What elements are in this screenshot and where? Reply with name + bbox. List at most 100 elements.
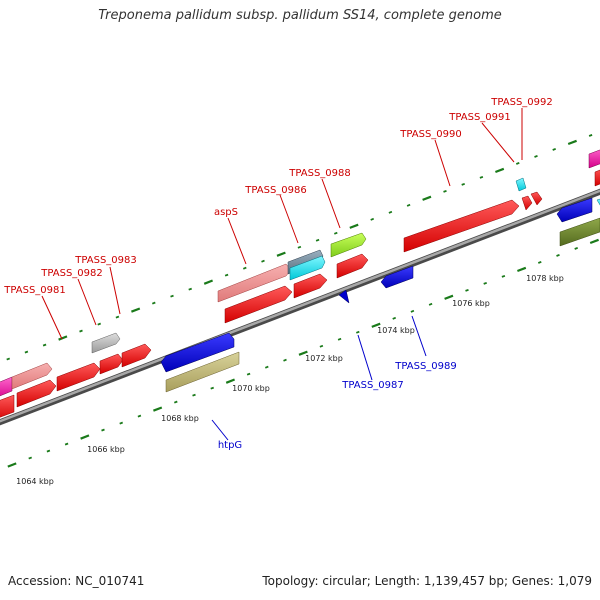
label-leader <box>227 217 247 265</box>
label-leader <box>211 419 229 441</box>
genome-backbone-highlight <box>0 189 600 423</box>
forward-genes-inner <box>0 169 600 418</box>
minor-tick <box>173 400 178 404</box>
label-leader <box>481 122 515 163</box>
label-leader <box>109 266 121 315</box>
gene-arrow <box>289 255 326 281</box>
minor-tick <box>556 253 560 257</box>
label-leader <box>321 178 341 229</box>
gene-arrow <box>0 394 15 418</box>
label-leader <box>411 315 427 357</box>
minor-tick <box>461 182 466 186</box>
label-leader <box>434 139 451 187</box>
minor-tick <box>151 301 156 305</box>
minor-tick <box>574 246 579 250</box>
minor-tick <box>115 315 120 319</box>
minor-tick <box>42 343 47 347</box>
gene-arrow <box>403 199 520 253</box>
minor-tick <box>192 393 196 397</box>
minor-tick <box>188 287 193 291</box>
minor-tick <box>501 274 506 278</box>
minor-tick <box>337 337 342 341</box>
minor-tick <box>410 309 415 313</box>
major-tick <box>131 307 141 313</box>
major-tick <box>495 167 505 174</box>
minor-tick <box>137 414 142 418</box>
minor-tick <box>515 161 520 165</box>
gene-arrow <box>91 332 121 354</box>
kbp-label: 1072 kbp <box>305 354 343 363</box>
minor-tick <box>210 386 215 390</box>
minor-tick <box>64 442 69 446</box>
label-tpass-0986: TPASS_0986 <box>244 185 306 196</box>
minor-tick <box>6 357 11 361</box>
forward-tick-ring <box>6 134 593 361</box>
major-tick <box>58 335 68 341</box>
minor-tick <box>170 294 174 298</box>
label-tpass-0989: TPASS_0989 <box>394 361 456 372</box>
gene-arrow <box>99 353 124 375</box>
gene-arrow <box>330 232 367 258</box>
gene-arrow <box>0 376 13 397</box>
gene-arrow <box>165 351 240 393</box>
gene-arrow <box>336 253 369 279</box>
kbp-label: 1074 kbp <box>377 326 415 335</box>
gene-arrow <box>224 285 293 324</box>
gene-arrow <box>16 379 57 408</box>
minor-tick <box>28 456 33 460</box>
label-asps: aspS <box>214 207 238 218</box>
gene-arrow <box>594 169 600 187</box>
gene-arrow <box>160 332 235 373</box>
gene-arrow <box>11 362 53 390</box>
label-tpass-0990: TPASS_0990 <box>399 129 461 140</box>
major-tick <box>153 406 163 412</box>
reverse-label-layer: htpG TPASS_0987 TPASS_0989 <box>211 315 457 451</box>
gene-arrow <box>521 195 533 211</box>
kbp-label: 1070 kbp <box>232 384 270 393</box>
major-tick <box>80 434 90 440</box>
minor-tick <box>479 175 484 179</box>
genome-stats-text: Topology: circular; Length: 1,139,457 bp… <box>262 574 592 588</box>
label-tpass-0982: TPASS_0982 <box>40 268 102 279</box>
minor-tick <box>588 134 593 137</box>
kbp-label: 1076 kbp <box>452 299 490 308</box>
kbp-label: 1078 kbp <box>526 274 564 283</box>
label-leader <box>41 295 63 340</box>
major-tick <box>276 251 286 257</box>
minor-tick <box>355 330 360 334</box>
minor-tick <box>315 238 320 242</box>
gene-arrow <box>530 191 543 206</box>
minor-tick <box>224 273 229 277</box>
label-tpass-0991: TPASS_0991 <box>448 112 510 123</box>
minor-tick <box>79 329 83 333</box>
major-tick <box>517 266 527 273</box>
accession-text: Accession: NC_010741 <box>8 574 145 588</box>
label-tpass-0987: TPASS_0987 <box>341 380 403 391</box>
gene-arrow <box>293 273 328 299</box>
reverse-tick-ring <box>7 238 599 468</box>
map-title: Treponema pallidum subsp. pallidum SS14,… <box>98 8 502 23</box>
gene-arrow <box>559 217 600 247</box>
minor-tick <box>242 266 247 270</box>
gene-arrow <box>556 197 593 223</box>
major-tick <box>7 462 17 468</box>
minor-tick <box>264 365 269 369</box>
kbp-label: 1064 kbp <box>16 477 54 486</box>
minor-tick <box>283 358 287 362</box>
minor-tick <box>319 344 324 348</box>
minor-tick <box>552 147 557 151</box>
label-htpg: htpG <box>218 440 242 451</box>
label-leader <box>77 278 97 326</box>
label-tpass-0988: TPASS_0988 <box>288 168 350 179</box>
major-tick <box>225 378 236 384</box>
minor-tick <box>388 210 393 214</box>
kbp-label: 1068 kbp <box>161 414 199 423</box>
gene-arrow <box>56 362 101 392</box>
minor-tick <box>46 449 51 453</box>
minor-tick <box>119 421 124 425</box>
gene-arrow <box>121 343 152 368</box>
reverse-genes <box>160 197 600 393</box>
major-tick <box>567 139 577 146</box>
major-tick <box>444 294 454 300</box>
